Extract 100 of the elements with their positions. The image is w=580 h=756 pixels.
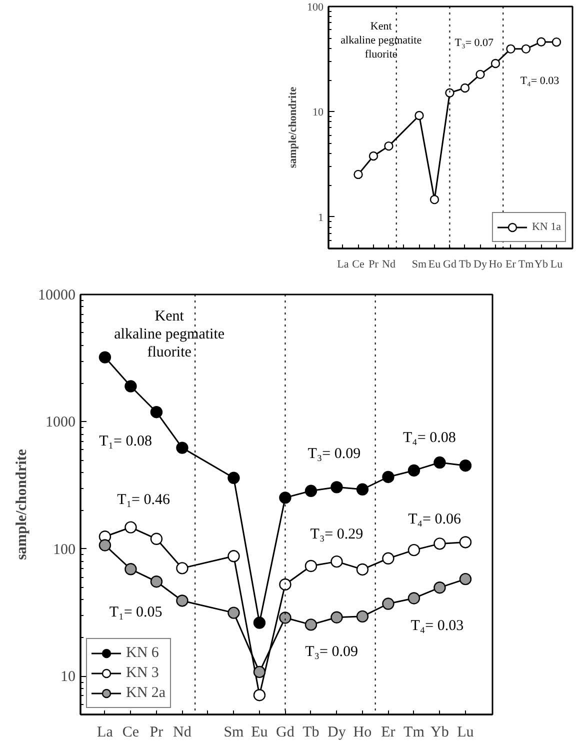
- y-axis-title: sample/chondrite: [287, 86, 299, 168]
- point: [459, 460, 472, 472]
- point: [150, 406, 163, 418]
- point: [506, 44, 516, 54]
- y-tick-label: 10000: [38, 288, 76, 304]
- point: [536, 37, 546, 46]
- legend-label: KN 2a: [126, 684, 166, 702]
- point: [253, 616, 266, 629]
- point: [98, 351, 112, 364]
- x-tick-label: Sm: [412, 258, 428, 270]
- point: [434, 456, 446, 469]
- point: [382, 470, 394, 484]
- point: [408, 464, 420, 477]
- point: [304, 618, 318, 631]
- point: [460, 83, 470, 93]
- point: [176, 594, 188, 607]
- legend-label: KN 1a: [532, 221, 561, 233]
- x-tick-label: Ce: [122, 724, 140, 740]
- x-tick-label: Gd: [443, 258, 457, 270]
- point: [354, 170, 363, 180]
- point: [356, 483, 369, 496]
- x-tick-label: Eu: [251, 724, 268, 740]
- x-tick-label: Nd: [173, 724, 192, 740]
- x-tick-label: La: [337, 258, 349, 270]
- point: [552, 37, 562, 47]
- x-tick-label: La: [97, 724, 114, 740]
- x-tick-label: Tb: [302, 724, 320, 740]
- y-tick-label: 10: [312, 106, 324, 119]
- annotation: T₄= 0.03: [410, 618, 464, 634]
- x-tick-label: Ce: [352, 258, 364, 270]
- x-tick-label: Ho: [488, 258, 503, 270]
- annotation: T₃= 0.09: [308, 446, 361, 462]
- x-tick-label: Lu: [457, 724, 474, 740]
- point: [434, 582, 446, 594]
- x-tick-label: Sm: [224, 724, 244, 740]
- point: [476, 70, 485, 80]
- point: [98, 539, 112, 552]
- point: [228, 550, 240, 562]
- annotation: T₁= 0.46: [117, 492, 171, 508]
- x-tick-label: Yb: [430, 724, 449, 740]
- point: [368, 151, 378, 161]
- point: [459, 536, 472, 548]
- annotation: T₃= 0.07: [454, 37, 494, 50]
- y-axis-title: sample/chondrite: [14, 448, 30, 560]
- x-tick-label: Dy: [328, 724, 346, 740]
- point: [382, 552, 394, 564]
- point: [434, 538, 446, 550]
- x-tick-label: Tb: [458, 258, 472, 270]
- point: [228, 606, 240, 619]
- point: [490, 58, 500, 68]
- annotation: T₁= 0.05: [109, 604, 162, 620]
- point: [304, 560, 318, 572]
- point: [414, 110, 424, 120]
- x-tick-label: Lu: [550, 258, 564, 270]
- point: [150, 532, 163, 545]
- point: [356, 610, 369, 623]
- point: [382, 598, 394, 610]
- x-tick-label: Er: [506, 258, 516, 270]
- point: [253, 666, 266, 678]
- annotation: T₃= 0.29: [310, 526, 364, 542]
- point: [253, 689, 266, 702]
- y-tick-label: 100: [307, 2, 324, 14]
- point: [279, 578, 292, 591]
- x-tick-label: Tm: [518, 258, 534, 270]
- point: [430, 194, 440, 204]
- x-tick-label: Pr: [150, 724, 164, 740]
- point: [176, 562, 188, 574]
- point: [279, 612, 292, 624]
- y-tick-label: 1: [318, 212, 324, 224]
- x-tick-label: Yb: [534, 258, 548, 270]
- point: [279, 492, 292, 504]
- point: [124, 380, 137, 392]
- point: [330, 481, 343, 494]
- point: [459, 572, 472, 586]
- x-tick-label: Eu: [428, 258, 442, 270]
- x-tick-label: Nd: [382, 258, 396, 270]
- point: [384, 141, 394, 151]
- y-tick-label: 1000: [46, 414, 76, 431]
- point: [150, 576, 163, 588]
- annotation: T₄= 0.06: [408, 512, 462, 528]
- point: [124, 563, 137, 576]
- x-tick-label: Dy: [474, 258, 488, 270]
- annotation: T₁= 0.08: [99, 433, 152, 450]
- text: Kent alkaline pegmatite fluorite: [114, 308, 225, 360]
- x-tick-label: Er: [381, 724, 396, 740]
- annotation: T₃= 0.09: [305, 644, 358, 660]
- y-tick-label: 10: [60, 669, 76, 686]
- point: [228, 472, 240, 484]
- legend-label: KN 3: [126, 664, 159, 682]
- x-tick-label: Tm: [404, 724, 425, 740]
- x-tick-label: Ho: [353, 724, 372, 740]
- point: [408, 592, 420, 604]
- text: Kent alkaline pegmatite fluorite: [340, 20, 422, 60]
- point: [124, 521, 137, 534]
- point: [330, 611, 343, 624]
- x-tick-label: Gd: [276, 724, 295, 740]
- point: [304, 484, 318, 497]
- point: [330, 555, 343, 568]
- point: [176, 442, 188, 454]
- point: [521, 44, 531, 54]
